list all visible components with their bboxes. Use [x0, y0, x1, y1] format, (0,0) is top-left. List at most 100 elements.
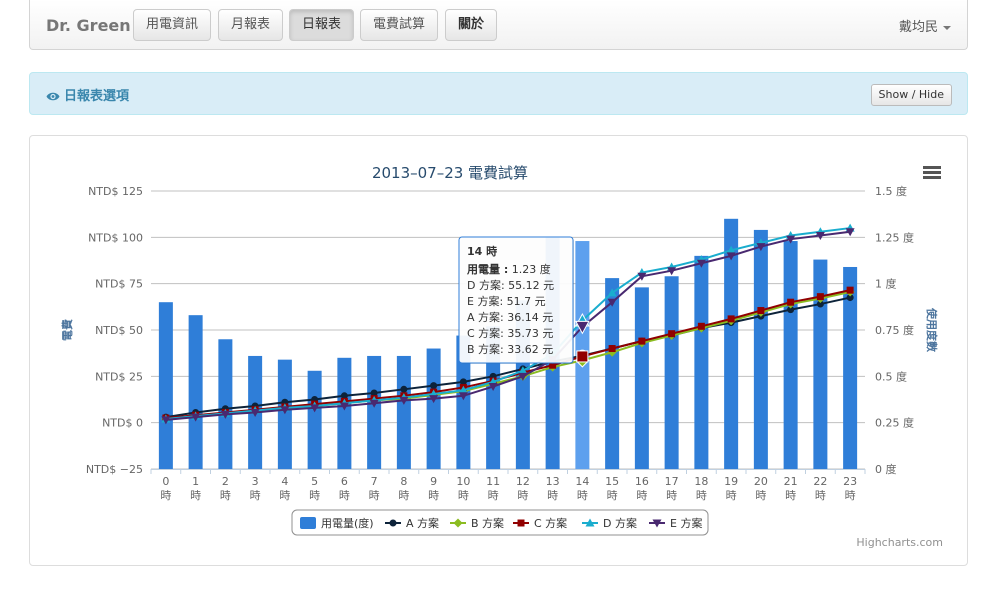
nav-button-about[interactable]: 關於: [445, 9, 498, 41]
point-marker[interactable]: [608, 345, 616, 353]
point-marker[interactable]: [459, 378, 467, 386]
user-menu[interactable]: 戴均民: [899, 16, 951, 35]
point-marker[interactable]: [607, 347, 617, 357]
point-marker: [453, 518, 463, 528]
bar-usage[interactable]: [337, 357, 352, 469]
left-tick-label: NTD$ 125: [88, 185, 143, 198]
legend-item[interactable]: A 方案: [385, 516, 439, 530]
nav-button-daily-report[interactable]: 日報表: [289, 9, 355, 41]
point-marker[interactable]: [697, 322, 705, 330]
bar-usage[interactable]: [753, 229, 768, 469]
point-marker[interactable]: [815, 231, 825, 240]
tooltip-row: A 方案: 36.14 元: [467, 310, 553, 324]
point-marker[interactable]: [846, 294, 854, 302]
bar-usage[interactable]: [367, 355, 382, 469]
point-marker[interactable]: [757, 307, 765, 315]
point-marker[interactable]: [161, 416, 171, 425]
tooltip-row: B 方案: 33.62 元: [467, 342, 553, 356]
point-marker[interactable]: [816, 300, 824, 308]
point-marker[interactable]: [637, 272, 647, 281]
point-marker[interactable]: [400, 385, 408, 393]
bar-usage[interactable]: [426, 348, 441, 469]
point-marker[interactable]: [787, 306, 795, 314]
point-marker[interactable]: [756, 243, 766, 252]
nav-button-bill-calculator[interactable]: 電費試算: [360, 9, 439, 41]
point-marker[interactable]: [339, 402, 349, 411]
legend-item[interactable]: E 方案: [649, 516, 702, 530]
point-marker[interactable]: [726, 252, 736, 261]
bar-usage[interactable]: [307, 370, 322, 469]
bar-usage[interactable]: [813, 259, 828, 469]
legend-item[interactable]: 用電量(度): [300, 516, 374, 530]
credits-link[interactable]: Highcharts.com: [856, 536, 943, 549]
point-marker[interactable]: [786, 235, 796, 244]
show-hide-button[interactable]: Show / Hide: [870, 84, 952, 106]
bar-usage[interactable]: [277, 359, 292, 469]
bar-usage[interactable]: [456, 335, 471, 469]
point-marker[interactable]: [488, 383, 498, 392]
point-marker[interactable]: [429, 395, 439, 404]
point-marker[interactable]: [787, 298, 795, 306]
x-tick-label: 14 時: [575, 475, 589, 502]
point-marker[interactable]: [696, 259, 706, 268]
point-marker[interactable]: [369, 399, 379, 408]
point-marker[interactable]: [340, 392, 348, 400]
point-marker[interactable]: [399, 396, 409, 405]
bar-usage[interactable]: [396, 355, 411, 469]
point-marker[interactable]: [518, 366, 528, 375]
point-marker[interactable]: [220, 410, 230, 419]
point-marker[interactable]: [250, 408, 260, 417]
point-marker[interactable]: [576, 350, 589, 363]
bar-usage[interactable]: [694, 255, 709, 469]
nav-button-usage-info[interactable]: 用電資訊: [133, 9, 212, 41]
point-marker[interactable]: [607, 298, 617, 307]
point-marker[interactable]: [430, 382, 438, 390]
x-tick-label: 23 時: [843, 475, 857, 502]
bar-usage[interactable]: [843, 266, 858, 469]
point-marker[interactable]: [370, 389, 378, 397]
point-marker[interactable]: [549, 361, 557, 369]
menu-icon[interactable]: [923, 166, 941, 179]
point-marker[interactable]: [726, 245, 736, 254]
options-title[interactable]: 日報表選項: [46, 85, 129, 104]
bar-usage[interactable]: [218, 339, 233, 469]
bar-usage[interactable]: [634, 287, 649, 469]
nav-button-monthly-report[interactable]: 月報表: [218, 9, 284, 41]
bar-usage[interactable]: [664, 276, 679, 469]
point-marker[interactable]: [668, 330, 676, 338]
series-E-方案: [161, 228, 855, 425]
point-marker[interactable]: [280, 406, 290, 415]
left-axis-title: 電費: [60, 319, 74, 341]
point-marker[interactable]: [310, 404, 320, 413]
point-marker[interactable]: [816, 293, 824, 301]
point-marker[interactable]: [845, 228, 855, 237]
series-line: [165, 230, 851, 421]
point-marker[interactable]: [518, 372, 528, 381]
caret-down-icon: [943, 25, 951, 30]
point-marker: [585, 518, 595, 527]
legend-item[interactable]: D 方案: [582, 516, 637, 530]
legend-item[interactable]: C 方案: [513, 516, 567, 530]
point-marker[interactable]: [846, 286, 854, 294]
x-tick-label: 16 時: [635, 475, 649, 502]
point-marker[interactable]: [727, 315, 735, 323]
point-marker[interactable]: [638, 337, 646, 345]
point-marker[interactable]: [667, 267, 677, 276]
bar-usage[interactable]: [188, 315, 203, 469]
point-marker[interactable]: [607, 288, 617, 297]
bar-usage[interactable]: [783, 241, 798, 469]
brand[interactable]: Dr. Green: [46, 16, 131, 35]
bar-usage[interactable]: [158, 302, 173, 469]
bar-usage[interactable]: [724, 218, 739, 469]
tooltip-row: 用電量 : 1.23 度: [467, 262, 551, 276]
point-marker[interactable]: [458, 392, 468, 401]
point-marker[interactable]: [458, 385, 468, 394]
left-tick-label: NTD$ −25: [86, 463, 143, 476]
tooltip-row: D 方案: 55.12 元: [467, 278, 554, 292]
legend-item[interactable]: B 方案: [450, 516, 504, 530]
bar-usage[interactable]: [605, 278, 620, 469]
point-marker[interactable]: [575, 320, 590, 335]
point-marker[interactable]: [191, 413, 201, 422]
